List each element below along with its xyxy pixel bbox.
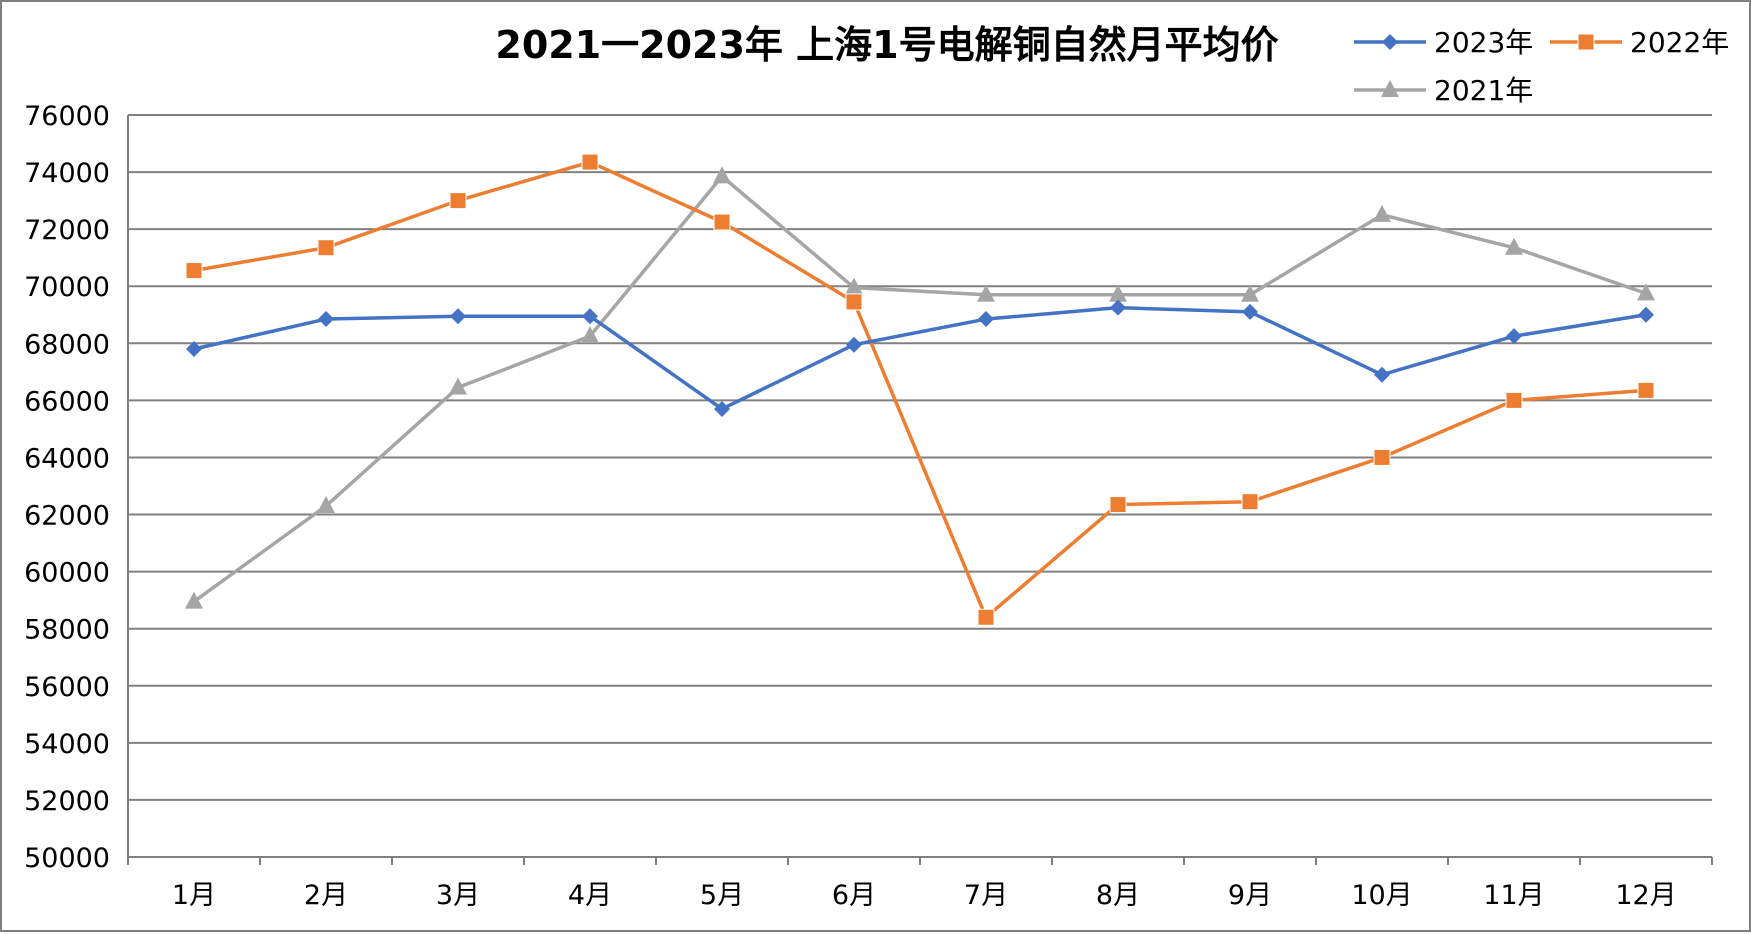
y-tick-label: 58000: [24, 615, 110, 646]
data-point: [1374, 366, 1390, 383]
data-point: [1242, 303, 1258, 320]
y-tick-label: 56000: [24, 672, 110, 703]
series-line-2: [192, 174, 1647, 603]
y-axis: 50000 52000 54000 56000 58000 60000 62000 64000…: [24, 101, 129, 874]
y-tick-label: 64000: [24, 443, 110, 474]
data-point: [1241, 493, 1259, 511]
data-point: [1505, 391, 1523, 409]
x-tick-label: 7月: [964, 880, 1008, 911]
x-tick-label: 3月: [436, 880, 480, 911]
data-point: [977, 284, 995, 302]
data-point: [317, 495, 335, 513]
series-line-1: [193, 160, 1647, 620]
data-point: [1505, 237, 1523, 255]
data-point: [1373, 204, 1391, 222]
legend-label: 2022年: [1630, 26, 1729, 59]
data-point: [449, 192, 467, 210]
legend-marker: [1382, 34, 1398, 50]
x-tick-label: 2月: [304, 880, 348, 911]
data-point: [978, 311, 994, 328]
x-tick-label: 12月: [1615, 880, 1676, 911]
legend: 2023年 2022年 2021年: [1354, 26, 1729, 107]
data-point: [713, 213, 731, 231]
data-point: [1637, 381, 1655, 399]
y-tick-label: 70000: [24, 272, 110, 303]
data-point: [714, 400, 730, 417]
x-tick-label: 11月: [1483, 880, 1544, 911]
data-point: [845, 293, 863, 311]
data-point: [1373, 448, 1391, 466]
data-point: [1506, 328, 1522, 345]
x-tick-label: 6月: [832, 880, 876, 911]
data-point: [582, 308, 598, 325]
legend-marker: [1577, 33, 1595, 51]
data-point: [1110, 299, 1126, 316]
data-point: [846, 336, 862, 353]
y-tick-label: 76000: [24, 101, 110, 132]
data-point: [318, 311, 334, 328]
y-tick-label: 50000: [24, 843, 110, 874]
data-point: [186, 341, 202, 358]
y-tick-label: 68000: [24, 329, 110, 360]
series-2: [185, 166, 1655, 609]
data-point: [1109, 284, 1127, 302]
series-line-0: [193, 305, 1647, 411]
y-tick-label: 74000: [24, 158, 110, 189]
y-tick-label: 72000: [24, 215, 110, 246]
data-point: [845, 277, 863, 295]
data-point: [317, 239, 335, 257]
legend-label: 2021年: [1434, 74, 1533, 107]
data-point: [185, 591, 203, 609]
y-tick-label: 52000: [24, 786, 110, 817]
x-tick-label: 1月: [172, 880, 216, 911]
y-tick-label: 54000: [24, 729, 110, 760]
legend-entry-2: 2021年: [1354, 74, 1533, 107]
data-point: [449, 377, 467, 395]
y-tick-label: 62000: [24, 501, 110, 532]
data-point: [1638, 306, 1654, 323]
data-point: [977, 608, 995, 626]
y-tick-label: 66000: [24, 386, 110, 417]
series-1: [185, 153, 1655, 626]
data-point: [185, 262, 203, 280]
series-group: [185, 153, 1655, 626]
data-point: [1637, 283, 1655, 301]
data-point: [450, 308, 466, 325]
data-point: [1109, 496, 1127, 514]
chart-title: 2021一2023年 上海1号电解铜自然月平均价: [495, 23, 1278, 67]
x-tick-label: 8月: [1096, 880, 1140, 911]
x-tick-label: 9月: [1228, 880, 1272, 911]
legend-marker: [1381, 80, 1399, 97]
series-0: [186, 299, 1654, 417]
x-tick-label: 5月: [700, 880, 744, 911]
x-tick-label: 4月: [568, 880, 612, 911]
y-tick-label: 60000: [24, 558, 110, 589]
data-point: [713, 166, 731, 184]
legend-entry-1: 2022年: [1550, 26, 1729, 59]
data-point: [581, 326, 599, 344]
legend-label: 2023年: [1434, 26, 1533, 59]
x-tick-label: 10月: [1351, 880, 1412, 911]
data-point: [581, 153, 599, 171]
legend-entry-0: 2023年: [1354, 26, 1533, 59]
x-axis: 1月 2月 3月 4月 5月 6月 7月 8月 9月 10月 11月 12月: [127, 856, 1713, 911]
gridlines: [128, 114, 1712, 858]
data-point: [1241, 284, 1259, 302]
